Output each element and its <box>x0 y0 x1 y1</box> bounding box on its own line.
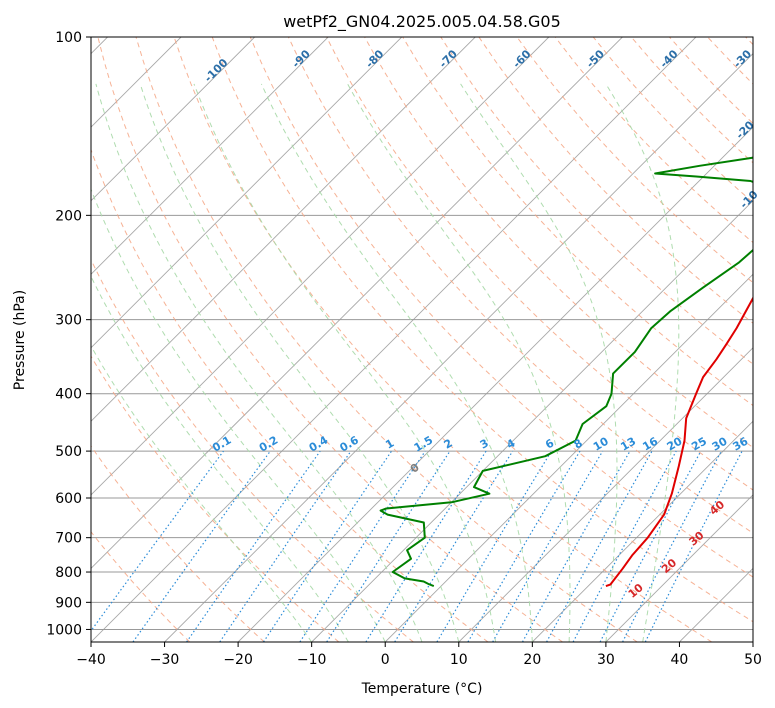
moist-adiabat-line <box>347 83 571 642</box>
data-lines <box>379 156 753 588</box>
moist-adiabat-line <box>193 83 497 642</box>
moist-adiabat-line <box>95 83 423 642</box>
moist-adiabat-line <box>91 275 349 642</box>
isotherm-line <box>164 52 753 642</box>
isotherm-line <box>91 37 329 275</box>
background-lines <box>91 37 753 642</box>
dry-adiabat-line <box>91 355 340 642</box>
mixing-ratio-line <box>186 450 321 642</box>
moist-adiabat-line <box>91 345 313 642</box>
mixing-ratio-line <box>521 450 631 642</box>
mixing-ratio-line <box>262 450 392 642</box>
dry-adiabat-line <box>135 37 638 642</box>
mixing-ratio-line <box>572 450 677 642</box>
x-axis-label: Temperature (°C) <box>361 681 483 697</box>
y-axis: 100 200 300 400 500 600 700 800 900 1000 <box>46 30 91 638</box>
isotherm-line <box>91 37 697 642</box>
mixing-ratio-line <box>326 450 451 642</box>
isotherm-line <box>531 420 753 642</box>
mixing-ratio-line <box>219 450 352 642</box>
isotherm-line <box>91 37 182 128</box>
plot-frame <box>90 36 754 643</box>
y-tick-label: 900 <box>55 595 82 611</box>
mixing-ratio-line <box>91 450 224 632</box>
mixing-ratio-line <box>546 450 653 642</box>
dry-adiabat-line <box>325 37 753 491</box>
x-tick-label: −30 <box>150 652 180 668</box>
y-axis-label: Pressure (hPa) <box>12 290 28 390</box>
dewpoint-profile-line <box>379 156 753 588</box>
dry-adiabat-line <box>211 37 753 623</box>
moist-adiabat-line <box>91 188 386 642</box>
dry-adiabat-line <box>402 37 753 407</box>
x-tick-label: −10 <box>297 652 327 668</box>
y-tick-label: 300 <box>55 313 82 329</box>
y-tick-label: 700 <box>55 531 82 547</box>
y-tick-label: 800 <box>55 565 82 581</box>
x-axis: −40 −30 −20 −10 0 10 20 30 40 50 <box>76 642 762 668</box>
x-tick-label: 20 <box>523 652 541 668</box>
dry-adiabat-line <box>91 148 489 642</box>
isotherm-line <box>91 37 550 496</box>
dry-adiabat-line <box>287 37 753 534</box>
isotherm-line <box>458 347 753 642</box>
isotherm-line <box>605 494 753 642</box>
y-tick-label: 100 <box>55 30 82 46</box>
y-tick-label: 400 <box>55 387 82 403</box>
x-tick-label: 50 <box>744 652 762 668</box>
dry-adiabat-line <box>97 37 563 642</box>
x-tick-label: 40 <box>671 652 689 668</box>
isotherm-line <box>237 126 753 642</box>
moist-adiabat-line <box>139 83 460 642</box>
isotherm-line <box>91 37 256 202</box>
moist-adiabat-line <box>260 83 533 642</box>
y-tick-label: 1000 <box>46 622 82 638</box>
temperature-profile-line <box>605 296 753 588</box>
chart-title: wetPf2_GN04.2025.005.04.58.G05 <box>283 12 561 32</box>
x-tick-label: 10 <box>450 652 468 668</box>
y-tick-label: 200 <box>55 208 82 224</box>
mixing-ratio-line <box>132 450 271 642</box>
x-tick-label: 0 <box>381 652 390 668</box>
x-tick-label: 30 <box>597 652 615 668</box>
dry-adiabat-line <box>478 37 753 324</box>
isotherm-line <box>311 200 753 642</box>
dry-adiabat-line <box>364 37 753 449</box>
y-tick-label: 500 <box>55 444 82 460</box>
x-tick-label: −40 <box>76 652 106 668</box>
y-tick-label: 600 <box>55 491 82 507</box>
isotherm-line <box>91 37 476 422</box>
isotherm-line <box>384 273 753 642</box>
dry-adiabat-line <box>249 37 753 578</box>
mixing-ratio-line <box>299 450 426 642</box>
isotherm-line <box>91 37 403 349</box>
mixing-ratio-line <box>644 450 743 642</box>
x-tick-label: −20 <box>223 652 253 668</box>
